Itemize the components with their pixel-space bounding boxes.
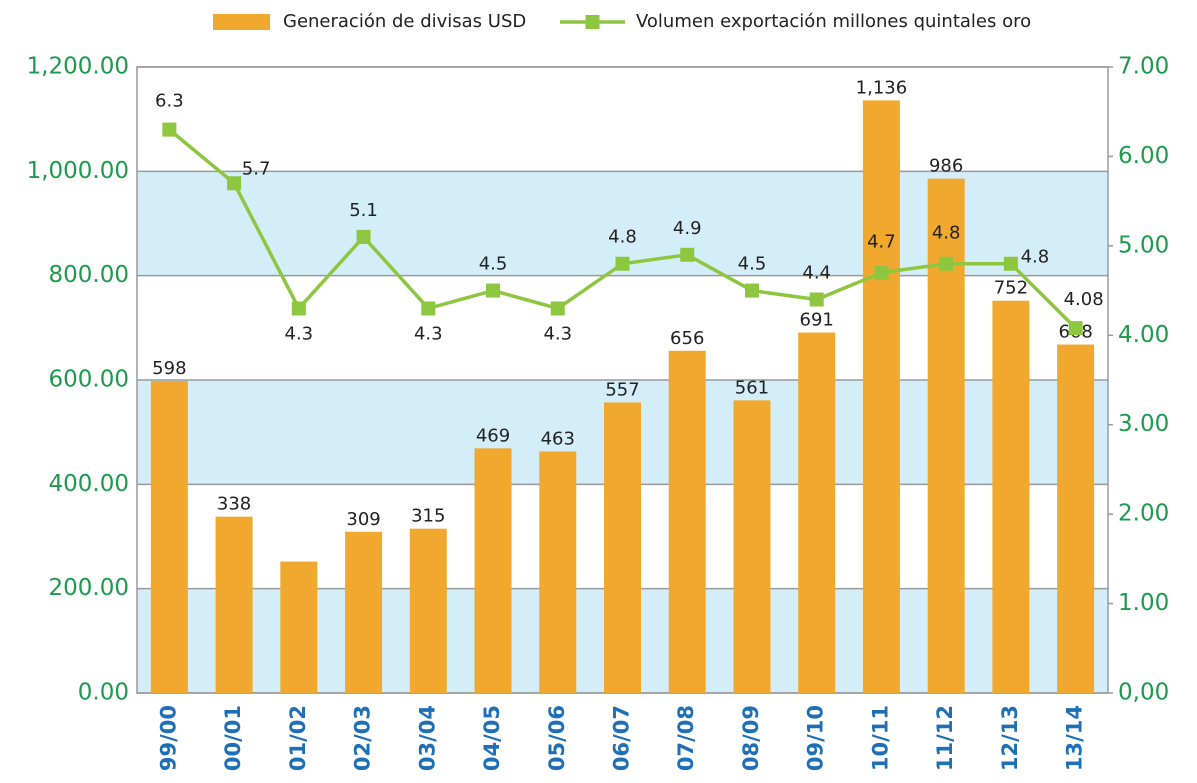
bar xyxy=(927,178,965,694)
data-label: 598 xyxy=(152,358,186,379)
data-label: 4.8 xyxy=(608,227,637,248)
bar xyxy=(280,561,318,693)
data-label: 4.4 xyxy=(802,263,831,284)
line-marker xyxy=(809,292,824,307)
data-label: 309 xyxy=(346,509,380,530)
data-label: 469 xyxy=(476,425,510,446)
data-label: 463 xyxy=(541,428,575,449)
y2-tick-label: 4.00 xyxy=(1118,322,1169,348)
y-tick-label: 1,200.00 xyxy=(27,54,129,80)
y2-tick-label: 7.00 xyxy=(1118,54,1169,80)
line-marker xyxy=(680,247,695,262)
y-tick-label: 1,000.00 xyxy=(27,158,129,184)
data-label: 4.9 xyxy=(673,218,702,239)
y-tick-label: 200.00 xyxy=(49,575,129,601)
data-label: 4.08 xyxy=(1064,289,1104,310)
line-marker xyxy=(615,256,630,271)
x-tick-label: 05/06 xyxy=(545,705,569,771)
x-tick-label: 12/13 xyxy=(998,705,1022,771)
data-label: 4.8 xyxy=(932,223,961,244)
bar xyxy=(345,531,383,693)
bar xyxy=(992,300,1030,693)
line-marker xyxy=(162,122,177,137)
y-tick-label: 400.00 xyxy=(49,471,129,497)
x-tick-label: 08/09 xyxy=(739,705,763,771)
line-marker xyxy=(874,265,889,280)
line-marker xyxy=(1003,256,1018,271)
data-label: 4.3 xyxy=(414,323,443,344)
line-marker xyxy=(939,256,954,271)
data-label: 338 xyxy=(217,494,251,515)
x-tick-label: 04/05 xyxy=(480,705,504,771)
x-tick-label: 06/07 xyxy=(610,705,634,771)
x-tick-label: 07/08 xyxy=(674,705,698,771)
x-tick-label: 09/10 xyxy=(804,705,828,771)
bar xyxy=(409,528,447,693)
data-label: 691 xyxy=(800,310,834,331)
line-marker xyxy=(356,229,371,244)
data-label: 4.5 xyxy=(738,254,767,275)
line-marker xyxy=(486,283,501,298)
data-label: 4.5 xyxy=(479,254,508,275)
x-tick-label: 00/01 xyxy=(221,705,245,771)
data-label: 5.7 xyxy=(242,158,271,179)
line-marker xyxy=(291,301,306,316)
line-marker xyxy=(1068,321,1083,336)
data-label: 4.7 xyxy=(867,232,896,253)
y2-tick-label: 0,00 xyxy=(1118,680,1169,706)
data-label: 557 xyxy=(605,379,639,400)
data-label: 986 xyxy=(929,156,963,177)
bar xyxy=(668,350,706,693)
bar xyxy=(539,451,577,693)
x-tick-label: 01/02 xyxy=(286,705,310,771)
line-marker xyxy=(227,176,242,191)
bar xyxy=(862,100,900,694)
data-label: 4.3 xyxy=(285,323,314,344)
y2-tick-label: 5.00 xyxy=(1118,232,1169,258)
bar xyxy=(215,516,253,693)
bar xyxy=(1057,344,1095,693)
y2-tick-label: 2.00 xyxy=(1118,501,1169,527)
y2-tick-label: 6.00 xyxy=(1118,143,1169,169)
line-marker xyxy=(421,301,436,316)
y-tick-label: 600.00 xyxy=(49,367,129,393)
x-tick-label: 13/14 xyxy=(1063,705,1087,771)
line-marker xyxy=(550,301,565,316)
bar xyxy=(798,332,836,693)
data-label: 315 xyxy=(411,506,445,527)
x-tick-label: 03/04 xyxy=(415,705,439,771)
data-label: 6.3 xyxy=(155,91,184,112)
y-tick-label: 0.00 xyxy=(78,680,129,706)
legend-label: Volumen exportación millones quintales o… xyxy=(636,11,1031,32)
legend-swatch xyxy=(585,15,600,29)
bar xyxy=(604,402,641,693)
data-label: 4.8 xyxy=(1021,247,1050,268)
bar xyxy=(733,400,771,693)
bar xyxy=(474,448,512,693)
data-label: 4.3 xyxy=(543,323,572,344)
data-label: 1,136 xyxy=(856,77,908,98)
x-tick-label: 99/00 xyxy=(156,705,180,771)
bar xyxy=(150,381,188,693)
legend-swatch xyxy=(213,14,270,30)
y-tick-label: 800.00 xyxy=(49,262,129,288)
line-marker xyxy=(744,283,759,298)
x-tick-label: 10/11 xyxy=(868,705,892,771)
data-label: 561 xyxy=(735,377,769,398)
legend-label: Generación de divisas USD xyxy=(283,11,526,32)
x-tick-label: 02/03 xyxy=(351,705,375,771)
data-label: 5.1 xyxy=(349,200,378,221)
data-label: 752 xyxy=(994,278,1028,299)
x-tick-label: 11/12 xyxy=(933,705,957,771)
y2-tick-label: 3.00 xyxy=(1118,411,1169,437)
data-label: 656 xyxy=(670,328,704,349)
y2-tick-label: 1.00 xyxy=(1118,590,1169,616)
